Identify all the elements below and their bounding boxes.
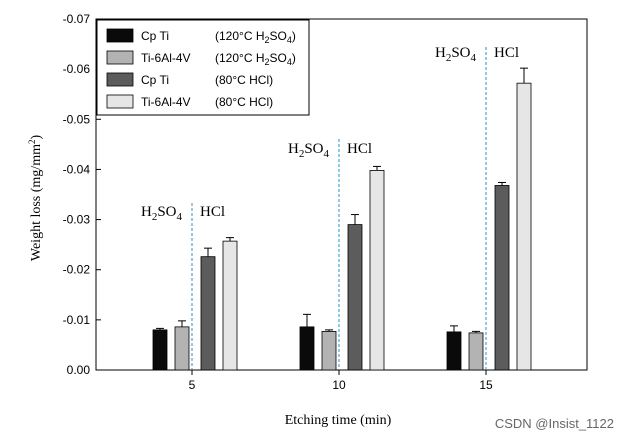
y-tick-label: -0.07 xyxy=(63,12,91,26)
annotation-hcl: HCl xyxy=(347,141,372,157)
y-tick-label: -0.04 xyxy=(63,162,91,176)
y-tick-label: -0.03 xyxy=(63,213,91,227)
legend-series-name: Cp Ti xyxy=(141,29,169,43)
legend-series-name: Cp Ti xyxy=(141,73,169,87)
x-tick-label: 5 xyxy=(189,378,196,392)
bar xyxy=(174,326,190,371)
y-axis-label-close: ) xyxy=(29,135,44,140)
legend-series-condition: (120°C H2SO4) xyxy=(215,51,296,67)
bar xyxy=(369,170,385,371)
y-axis-label-main: Weight loss (mg/mm xyxy=(29,144,44,261)
y-tick-label: -0.06 xyxy=(63,62,91,76)
annotation-h2so4: H2SO4 xyxy=(435,45,477,64)
x-tick-label: 15 xyxy=(479,378,493,392)
plot-area: 0.00 -0.01 -0.02 -0.03 -0.04 -0.05 -0.06 -0.07 5… xyxy=(63,12,588,392)
bar xyxy=(347,224,363,371)
x-tick-label: 10 xyxy=(332,378,346,392)
bar xyxy=(516,82,532,371)
watermark: CSDN @Insist_1122 xyxy=(495,416,614,431)
bar xyxy=(468,332,484,371)
y-axis-label: Weight loss (mg/mm2) xyxy=(27,135,44,262)
y-tick-label: -0.02 xyxy=(63,263,91,277)
bar xyxy=(299,326,315,371)
legend-series-condition: (80°C HCl) xyxy=(215,73,273,87)
annotation-hcl: HCl xyxy=(494,45,519,61)
bar xyxy=(222,240,238,371)
legend-series-condition: (120°C H2SO4) xyxy=(215,29,296,45)
bar xyxy=(446,331,462,371)
legend-swatch xyxy=(106,72,134,87)
y-tick-label: -0.01 xyxy=(63,313,91,327)
bar xyxy=(494,185,510,371)
annotation-hcl: HCl xyxy=(200,204,225,220)
legend-swatch xyxy=(106,50,134,65)
legend-series-name: Ti-6Al-4V xyxy=(141,95,191,109)
annotation-h2so4: H2SO4 xyxy=(288,141,330,160)
bar xyxy=(321,330,337,371)
legend-swatch xyxy=(106,94,134,109)
legend: Cp Ti (120°C H2SO4) Ti-6Al-4V (120°C H2SO4)… xyxy=(96,19,310,116)
plot-frame xyxy=(95,18,588,371)
legend-series-name: Ti-6Al-4V xyxy=(141,51,191,65)
x-axis-label: Etching time (min) xyxy=(285,413,392,428)
annotation-h2so4: H2SO4 xyxy=(141,204,183,223)
bar xyxy=(200,256,216,371)
legend-series-condition: (80°C HCl) xyxy=(215,95,273,109)
y-tick-label: -0.05 xyxy=(63,112,91,126)
y-tick-label: 0.00 xyxy=(67,363,91,377)
y-axis-label-sup: 2 xyxy=(27,140,37,145)
bar xyxy=(152,329,168,371)
legend-swatch xyxy=(106,28,134,43)
